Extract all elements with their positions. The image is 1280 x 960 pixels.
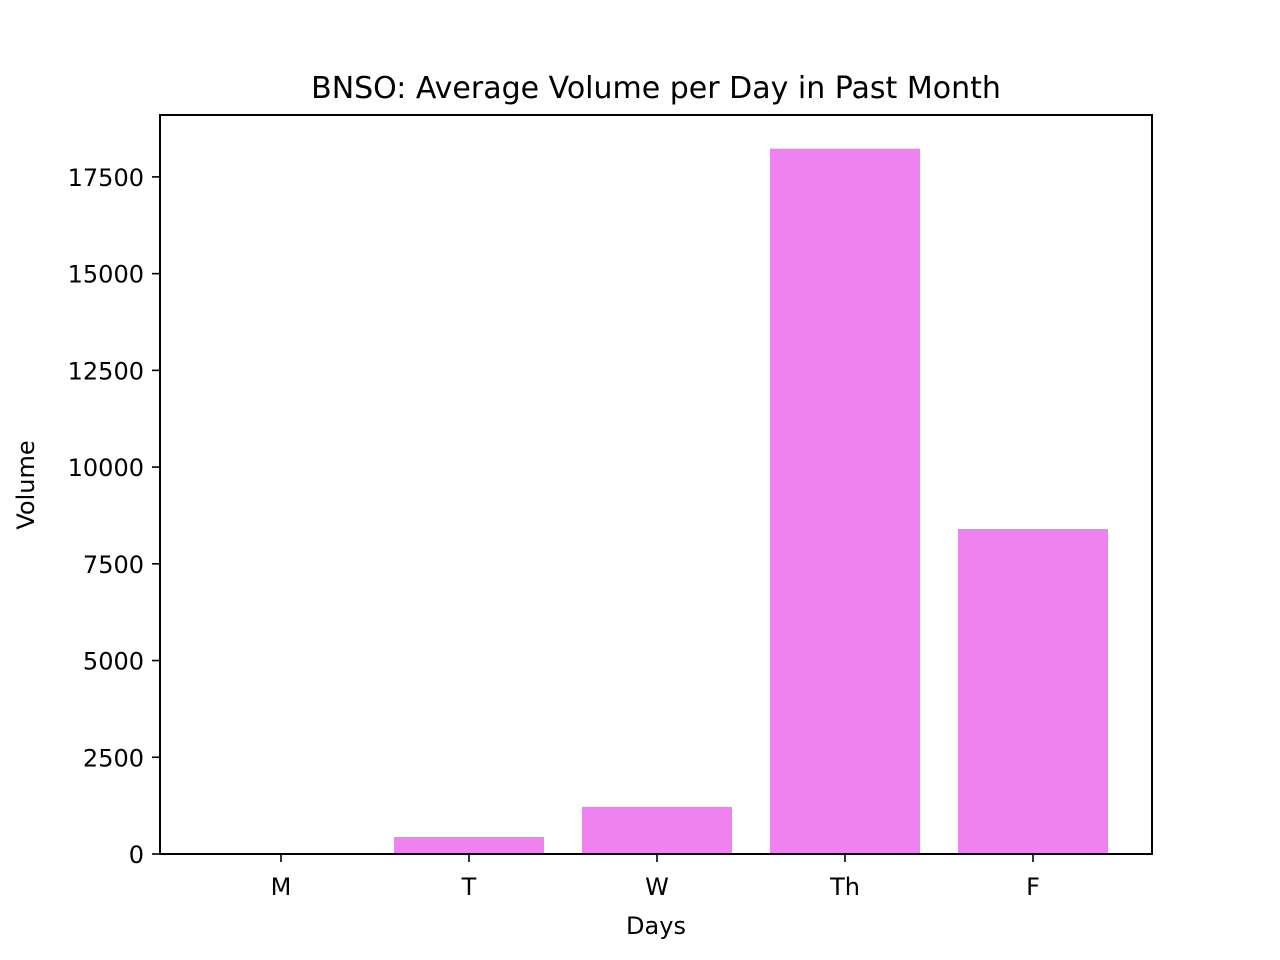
y-tick-label: 10000 [68,454,144,482]
y-tick-label: 2500 [83,744,144,772]
chart-title: BNSO: Average Volume per Day in Past Mon… [311,71,1001,106]
x-axis-label: Days [626,912,686,940]
bar-t [394,836,544,854]
y-tick-label: 0 [129,841,144,869]
y-tick-label: 17500 [68,164,144,192]
plot-frame [159,114,1153,855]
y-tick-label: 12500 [68,357,144,385]
y-axis-label: Volume [12,440,40,529]
bar-f [958,528,1108,854]
x-tick-label: F [1026,873,1040,901]
x-tick-label: T [461,873,477,901]
x-tick-label: W [645,873,669,901]
bar-th [770,148,920,854]
x-tick-label: Th [829,873,860,901]
y-tick-label: 7500 [83,551,144,579]
y-tick-label: 5000 [83,648,144,676]
bar-w [582,806,732,854]
y-axis-ticks: 0 2500 5000 7500 10000 12500 15000 17500 [68,164,160,869]
bars-layer [394,148,1108,854]
x-axis-ticks: M T W Th F [271,854,1040,901]
x-tick-label: M [271,873,292,901]
y-tick-label: 15000 [68,261,144,289]
